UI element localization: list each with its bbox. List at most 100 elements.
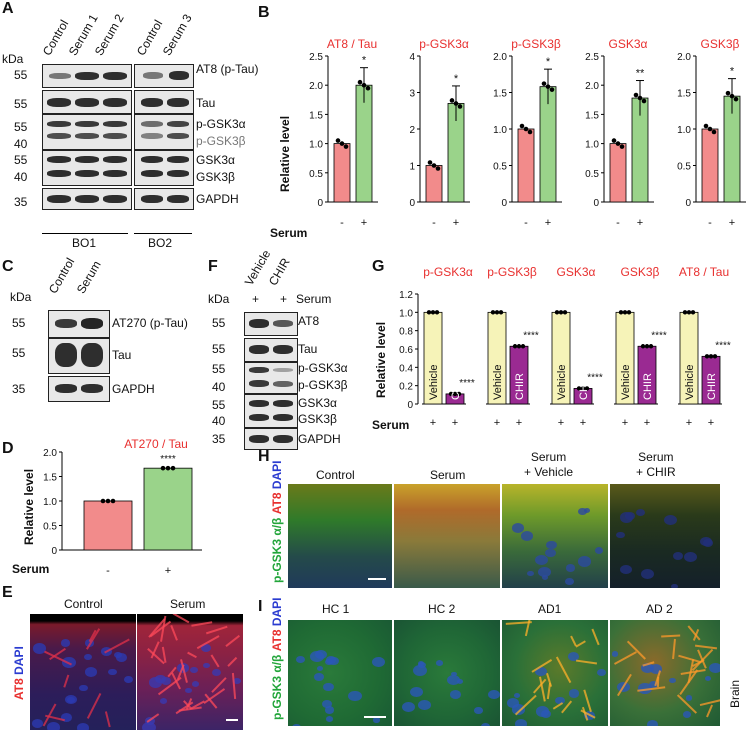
chart-title: GSK3α [609, 37, 648, 51]
nucleus [527, 570, 534, 577]
band [75, 156, 99, 163]
chart-title: p-GSK3β [511, 37, 561, 51]
nucleus [640, 568, 654, 579]
panel-f-letter: F [208, 258, 218, 275]
micrograph-serum [137, 614, 245, 730]
y-tick-label: 0 [593, 198, 599, 209]
panel-a-letter: A [2, 0, 14, 17]
nucleus [412, 664, 427, 676]
signal-streak [205, 625, 228, 634]
bar-label: Vehicle [556, 365, 568, 400]
blot-c-2 [48, 376, 110, 402]
serum-sign: + [686, 417, 692, 429]
band [167, 170, 189, 177]
group-title: p-GSK3α [423, 265, 473, 279]
panel-i-letter: I [258, 598, 263, 615]
kda-label: kDa [10, 290, 32, 304]
data-point [648, 344, 654, 349]
micrograph-serum-vehicle [502, 484, 610, 588]
x-tick-label: - [616, 217, 620, 229]
nucleus [316, 666, 324, 671]
signal-streak [63, 674, 70, 688]
band [167, 133, 189, 139]
signal-streak [591, 628, 601, 646]
panel-b-charts: AT8 / Tau 0 0.5 1.0 1.5 2.0 2.5 - * + p-GSK3α 0 1 2 3 4… [309, 37, 746, 229]
band [249, 400, 269, 407]
nucleus [450, 671, 458, 677]
nucleus [620, 512, 634, 523]
bar-label: Vehicle [492, 365, 504, 400]
nucleus [488, 690, 500, 700]
data-point [452, 391, 458, 397]
nucleus [512, 523, 525, 533]
row-label: Tau [298, 342, 318, 356]
mw-marker: 55 [12, 316, 26, 330]
data-point [690, 310, 696, 315]
stain-legend: p-GSK3 α/β AT8 DAPI [270, 460, 284, 583]
bar-label: CHIR [450, 373, 462, 400]
y-tick-label: 2.5 [585, 52, 599, 63]
data-point [611, 138, 617, 143]
band [273, 400, 293, 407]
micrograph-ad1 [502, 620, 610, 726]
band [103, 133, 127, 139]
y-tick-label: 1.2 [399, 290, 413, 301]
blot-c-0 [48, 310, 110, 338]
blot-bo2-4 [134, 188, 194, 210]
row-label: p-GSK3β [196, 134, 246, 148]
micrograph-serum [394, 484, 502, 588]
band [47, 133, 71, 139]
group-label-bo2: BO2 [148, 236, 173, 250]
condition-label: Control [64, 597, 103, 611]
data-point [580, 386, 586, 391]
y-tick-label: 1.5 [309, 110, 323, 121]
panel-c-letter: C [2, 258, 14, 275]
band [141, 170, 163, 177]
nucleus [546, 540, 557, 550]
band [141, 98, 163, 107]
nucleus [611, 651, 619, 657]
bar-label: CHIR [706, 373, 718, 400]
band [273, 381, 293, 387]
row-label: Tau [196, 96, 216, 110]
signal-streak [226, 656, 237, 667]
significance: **** [523, 330, 539, 341]
data-point [457, 104, 463, 109]
nucleus [685, 695, 693, 701]
nucleus [544, 548, 556, 558]
signal-streak [672, 638, 676, 659]
nucleus [682, 711, 691, 718]
x-tick-label: + [361, 217, 367, 229]
serum-sign: + [558, 417, 564, 429]
y-tick-label: 0 [407, 400, 413, 411]
chart-title: AT8 / Tau [327, 37, 377, 51]
condition-label: Serum [430, 468, 466, 482]
chart-title: AT270 / Tau [124, 438, 188, 451]
y-tick-label: 1.0 [585, 140, 599, 151]
band [103, 195, 127, 203]
mw-marker: 40 [14, 137, 28, 151]
band [169, 71, 189, 80]
signal-streak [191, 621, 213, 627]
y-tick-label: 2.0 [585, 81, 599, 92]
data-point [456, 391, 462, 397]
nucleus [65, 694, 77, 704]
nucleus [191, 681, 200, 688]
nucleus [520, 531, 534, 542]
data-point [494, 310, 500, 315]
mw-marker: 55 [14, 68, 28, 82]
data-point [427, 160, 433, 165]
nucleus [212, 669, 222, 677]
stain-red: AT8 [270, 629, 284, 652]
band [75, 121, 99, 127]
data-point [545, 84, 551, 89]
chart-B2: p-GSK3α 0 1 2 3 4 - * + [409, 37, 470, 229]
data-point [618, 310, 624, 315]
blot-f-0 [244, 312, 298, 336]
row-label: GAPDH [112, 382, 155, 396]
y-tick-label: 0.5 [493, 162, 507, 173]
serum-sign: + [622, 417, 628, 429]
panel-d-serum-label: Serum [12, 562, 50, 576]
band [81, 343, 103, 367]
micrograph-ad2 [610, 620, 720, 726]
